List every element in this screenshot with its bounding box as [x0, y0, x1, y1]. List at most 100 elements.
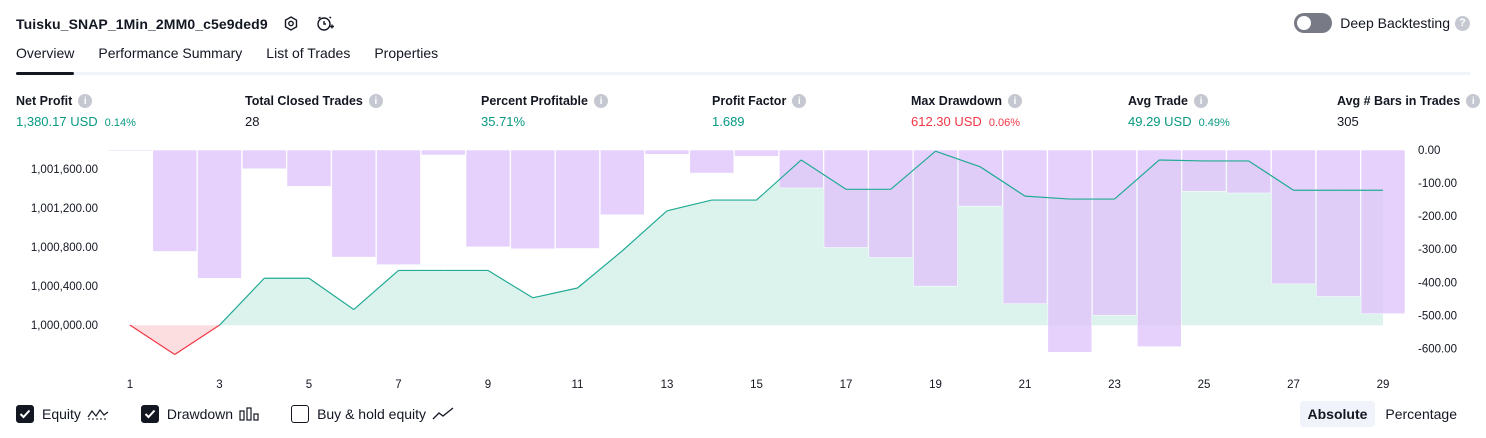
drawdown-bar: [823, 149, 869, 248]
x-axis-tick-label: 11: [572, 379, 584, 391]
chart-legend: Equity Drawdown Buy & hold equity: [16, 403, 486, 425]
deep-backtesting-toggle[interactable]: [1294, 13, 1333, 33]
metric-value: 1.689: [712, 114, 745, 129]
info-icon[interactable]: i: [593, 94, 608, 108]
metric-value: 612.30 USD: [911, 114, 982, 129]
tab-bar: Overview Performance Summary List of Tra…: [16, 45, 1470, 75]
deep-backtesting-label: Deep Backtesting: [1340, 15, 1450, 31]
x-axis-tick-label: 13: [661, 379, 674, 391]
metric-label: Percent Profitable: [481, 94, 588, 108]
metric-label: Max Drawdown: [911, 94, 1002, 108]
x-axis-tick-label: 3: [216, 379, 222, 391]
equity-line-segment: [532, 287, 578, 299]
right-axis-tick-label: -300.00: [1418, 244, 1457, 256]
drawdown-checkbox[interactable]: [140, 405, 159, 423]
right-axis-tick-label: 0.00: [1418, 145, 1440, 157]
right-axis-tick-label: -500.00: [1418, 310, 1457, 322]
info-icon[interactable]: i: [1193, 94, 1208, 108]
x-axis-tick-label: 15: [750, 379, 763, 391]
equity-drawdown-chart[interactable]: 1,000,000.00 1,000,400.00 1,000,800.00 1,00…: [0, 140, 1486, 398]
metric-percent: 0.14%: [104, 117, 136, 129]
x-axis-tick-label: 19: [929, 379, 942, 391]
drawdown-bar: [242, 149, 287, 170]
equity-loss-area: [130, 325, 1383, 355]
drawdown-bar: [286, 149, 332, 187]
metric-avg-trade: Avg Trade i 49.29 USD 0.49%: [1128, 94, 1230, 129]
legend-drawdown[interactable]: Drawdown: [140, 405, 259, 423]
help-icon[interactable]: ?: [1455, 15, 1470, 31]
metric-value: 49.29 USD: [1128, 114, 1192, 129]
equity-line-segment: [935, 150, 981, 168]
equity-line-segment: [577, 250, 623, 289]
metric-value: 28: [245, 114, 260, 129]
legend-equity[interactable]: Equity: [16, 405, 109, 423]
metric-label: Avg # Bars in Trades: [1337, 94, 1461, 108]
equity-line-segment: [800, 159, 847, 190]
equity-line-segment: [666, 199, 712, 212]
metric-label: Net Profit: [16, 94, 73, 108]
drawdown-bar: [107, 149, 153, 152]
percentage-button[interactable]: Percentage: [1385, 406, 1457, 422]
equity-line-segment: [353, 269, 399, 310]
equity-line-segment: [1024, 195, 1070, 200]
drawdown-bar: [778, 149, 824, 189]
x-axis-tick-label: 23: [1108, 379, 1121, 391]
legend-drawdown-label: Drawdown: [166, 406, 234, 422]
left-axis-tick-label: 1,000,000.00: [31, 320, 98, 332]
drawdown-bar: [376, 149, 421, 265]
drawdown-bar: [1047, 149, 1093, 353]
drawdown-bar: [599, 149, 645, 216]
equity-line-segment: [219, 277, 265, 326]
drawdown-bar: [1002, 149, 1048, 304]
drawdown-bar: [331, 149, 377, 258]
drawdown-bar: [420, 149, 466, 156]
equity-line-segment: [129, 324, 176, 355]
drawdown-bar: [689, 149, 735, 174]
tab-performance-summary[interactable]: Performance Summary: [98, 45, 243, 61]
x-axis-tick-label: 29: [1377, 379, 1390, 391]
view-mode-switch: Absolute Percentage: [1298, 401, 1466, 427]
info-icon[interactable]: i: [1466, 94, 1481, 108]
metric-net-profit: Net Profit i 1,380.17 USD 0.14%: [16, 94, 136, 129]
equity-line-segment: [308, 277, 355, 311]
drawdown-bar: [1181, 149, 1227, 192]
drawdown-bars-icon: [239, 407, 259, 421]
legend-buy-hold[interactable]: Buy & hold equity: [291, 405, 454, 423]
equity-checkbox[interactable]: [16, 405, 34, 423]
equity-line-segment: [890, 150, 936, 190]
tab-list-of-trades[interactable]: List of Trades: [266, 45, 351, 61]
right-axis-tick-label: -600.00: [1418, 343, 1457, 355]
equity-line-segment: [1114, 159, 1160, 200]
drawdown-bar: [1360, 149, 1406, 314]
metric-label: Profit Factor: [712, 94, 787, 108]
drawdown-bar: [1271, 149, 1316, 285]
equity-line-icon: [87, 407, 109, 421]
tab-overview[interactable]: Overview: [16, 45, 75, 75]
x-axis-tick-label: 25: [1198, 379, 1211, 391]
drawdown-bar: [957, 149, 1003, 207]
equity-line-segment: [979, 166, 1026, 197]
absolute-button[interactable]: Absolute: [1299, 401, 1376, 427]
add-alert-icon[interactable]: [314, 13, 336, 35]
left-axis-tick-label: 1,000,400.00: [31, 281, 98, 293]
info-icon[interactable]: i: [368, 94, 383, 108]
equity-line-segment: [621, 210, 668, 252]
equity-line-segment: [1248, 160, 1294, 191]
drawdown-bar: [152, 149, 198, 252]
buy-hold-checkbox[interactable]: [291, 405, 310, 423]
info-icon[interactable]: i: [78, 94, 93, 108]
drawdown-bar: [868, 149, 914, 258]
info-icon[interactable]: i: [792, 94, 807, 108]
metric-value: 1,380.17 USD: [16, 114, 98, 129]
metric-max-drawdown: Max Drawdown i 612.30 USD 0.06%: [911, 94, 1022, 129]
right-axis-tick-label: -400.00: [1418, 277, 1457, 289]
x-axis-tick-label: 5: [306, 379, 312, 391]
metric-percent: 0.06%: [988, 117, 1021, 129]
settings-icon[interactable]: [280, 13, 302, 35]
drawdown-bar: [1137, 149, 1182, 347]
x-axis-tick-label: 7: [395, 379, 401, 391]
info-icon[interactable]: i: [1008, 94, 1022, 108]
tab-properties[interactable]: Properties: [374, 45, 439, 61]
strategy-title: Tuisku_SNAP_1Min_2MM0_c5e9ded9: [16, 16, 268, 32]
drawdown-bar: [555, 149, 600, 249]
